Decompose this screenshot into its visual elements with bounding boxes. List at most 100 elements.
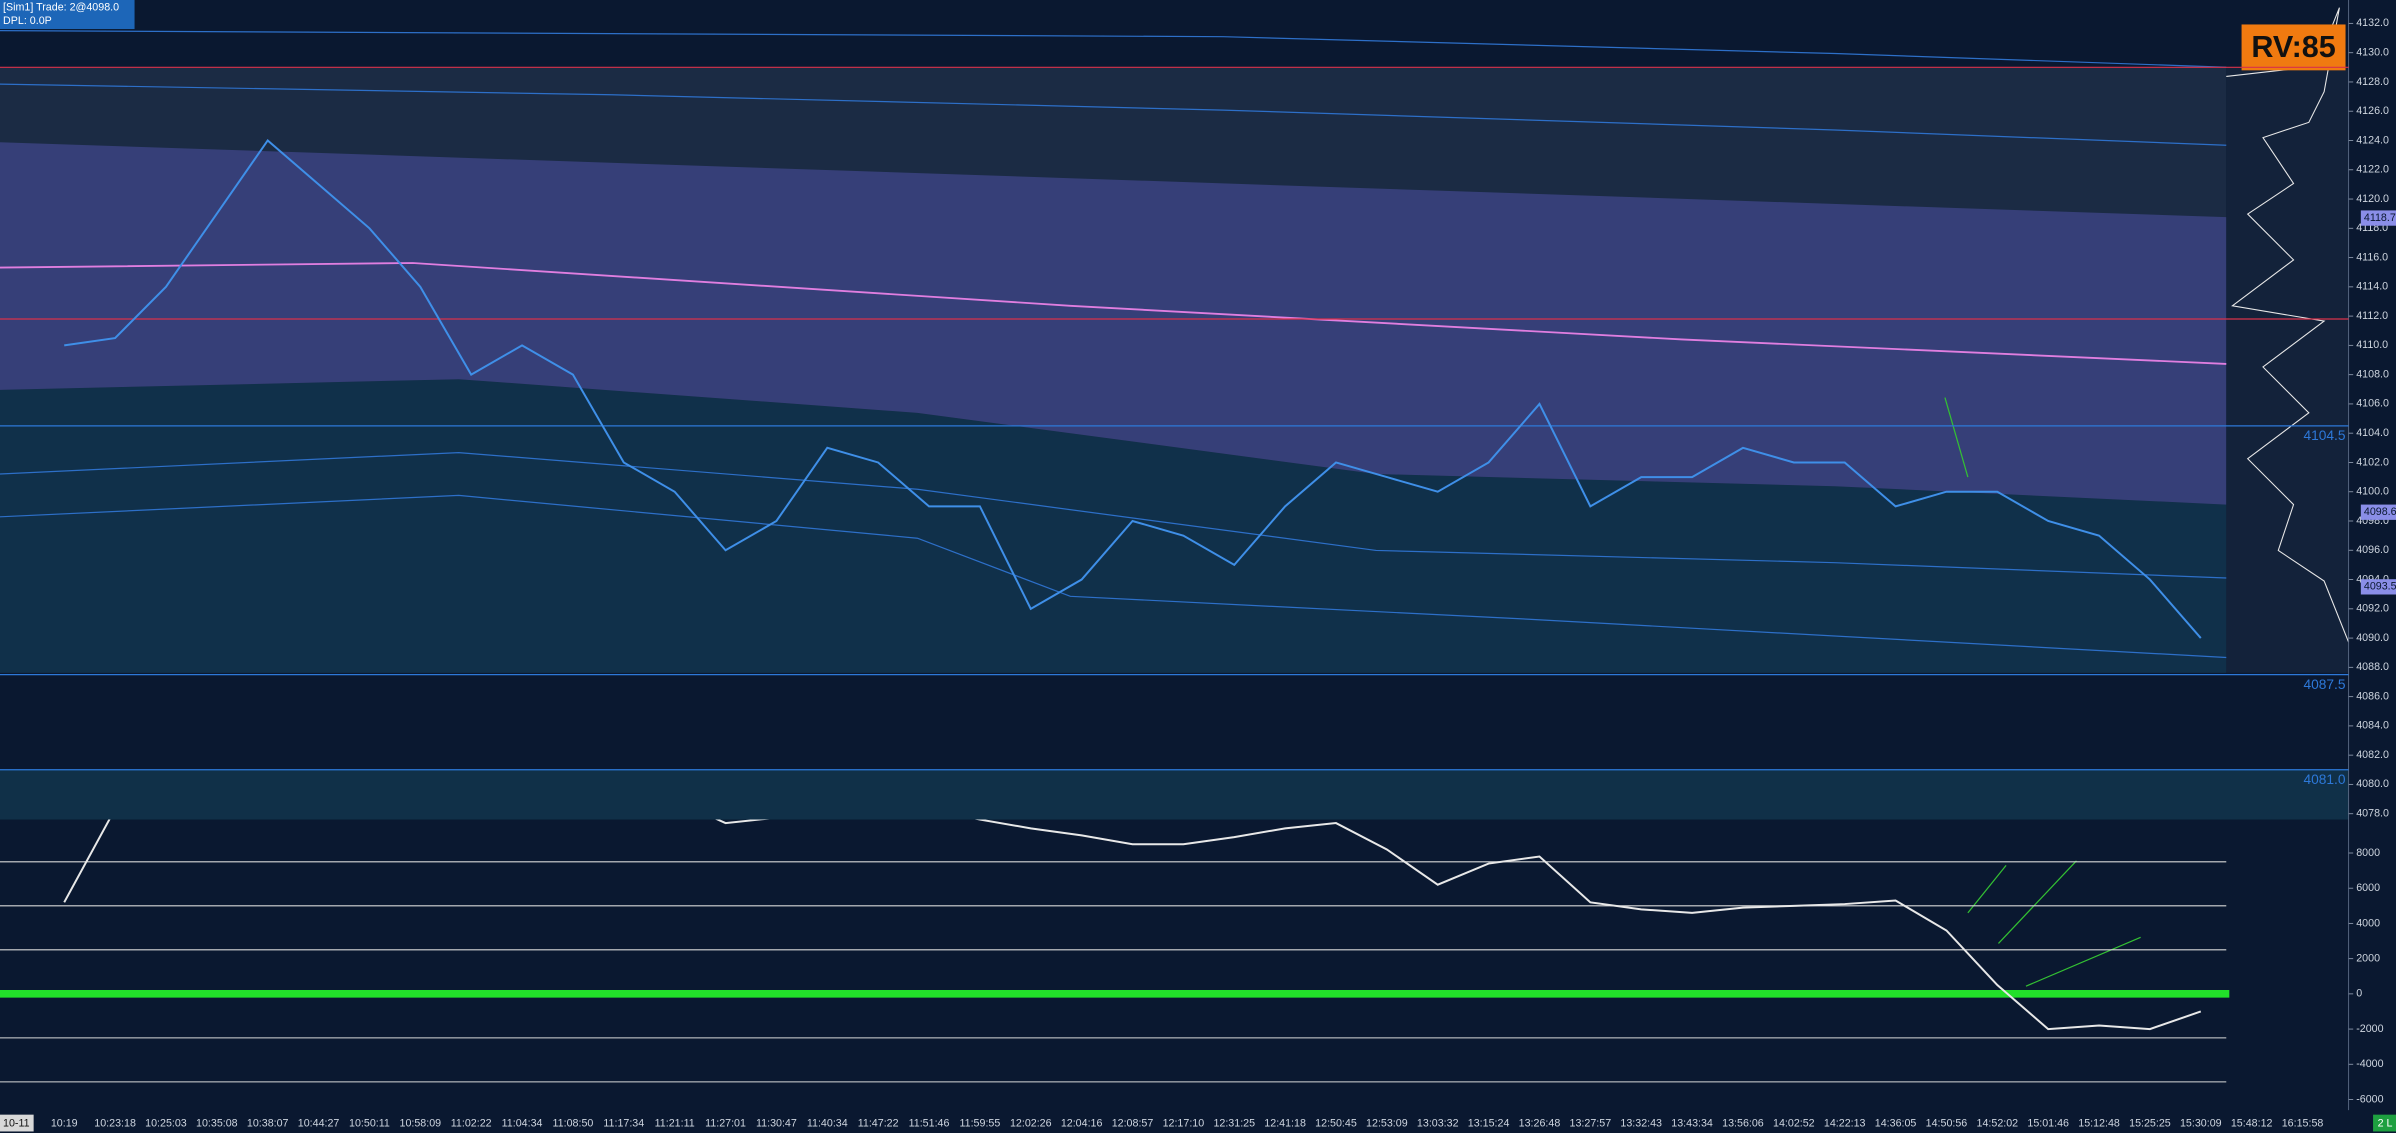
y-tick-label: 4108.0 [2356,368,2389,380]
y-tick-label: 4118.0 [2356,222,2388,234]
header-box [0,0,135,30]
y-tick-label: 4092.0 [2356,603,2389,615]
x-tick-label: 14:52:02 [1977,1118,2019,1130]
x-tick-label: 11:40:34 [807,1118,848,1130]
y-tick-label: 4088.0 [2356,661,2389,673]
x-tick-label: 10:50:11 [349,1118,390,1130]
x-tick-label: 12:41:18 [1264,1118,1306,1130]
series-line [63,819,2202,1031]
y-tick-label: 8000 [2356,847,2380,859]
x-tick-label: 10:38:07 [247,1118,289,1130]
y-tick-label: 4120.0 [2356,193,2389,205]
y-tick-label: 4090.0 [2356,632,2389,644]
band-value-area [0,142,2227,505]
band-lower [0,379,2227,673]
x-tick-label: 14:36:05 [1875,1118,1917,1130]
x-tick-label: 15:12:48 [2078,1118,2120,1130]
level-label: 4087.5 [2303,677,2345,692]
x-tick-label: 15:01:46 [2027,1118,2069,1130]
header-account: [Sim1] Trade: 2@4098.0 [3,1,119,13]
x-tick-label: 12:02:26 [1010,1118,1052,1130]
y-tick-label: 4114.0 [2356,281,2388,293]
x-tick-label: 11:02:22 [451,1118,492,1130]
x-tick-label: 12:17:10 [1163,1118,1205,1130]
x-tick-label: 14:22:13 [1824,1118,1866,1130]
std-line [0,451,2227,579]
y-tick-label: 4128.0 [2356,76,2389,88]
x-tick-label: 13:32:43 [1620,1118,1662,1130]
x-tick-label: 12:04:16 [1061,1118,1103,1130]
y-tick-label: 4078.0 [2356,808,2389,820]
x-tick-label: 13:27:57 [1570,1118,1612,1130]
y-tick-label: 4110.0 [2356,339,2388,351]
x-tick-label: 14:02:52 [1773,1118,1815,1130]
std-line [0,29,2227,68]
price-tag-label: 4098.6 [2364,506,2396,518]
header-dpl: DPL: 0.0P [3,15,52,27]
std-line [0,494,2227,659]
y-tick-label: 2000 [2356,952,2380,964]
x-tick-label: 10:19 [51,1118,78,1130]
status-box [2373,1114,2396,1132]
x-tick-label: 11:30:47 [756,1118,797,1130]
price-tag [2360,504,2396,520]
date-label: 10-11 [3,1118,30,1130]
y-tick-label: 6000 [2356,882,2380,894]
rv-label: RV:85 [2251,30,2335,64]
x-tick-label: 10:25:03 [145,1118,187,1130]
x-tick-label: 13:56:06 [1722,1118,1764,1130]
x-tick-label: 15:25:25 [2129,1118,2171,1130]
y-tick-label: 0 [2356,988,2362,1000]
x-tick-label: 11:51:46 [909,1118,950,1130]
series-line [64,139,2202,639]
level-label: 4104.5 [2303,428,2345,443]
x-tick-label: 11:08:50 [553,1118,594,1130]
y-tick-label: 4122.0 [2356,164,2389,176]
x-tick-label: 10:35:08 [196,1118,238,1130]
y-tick-label: 4124.0 [2356,134,2389,146]
y-tick-label: 4098.0 [2356,515,2389,527]
arrow [1998,860,2077,944]
y-tick-label: 4126.0 [2356,105,2389,117]
y-tick-label: 4112.0 [2356,310,2388,322]
x-tick-label: 12:08:57 [1112,1118,1154,1130]
price-tag [2360,210,2396,226]
x-tick-label: 15:48:12 [2231,1118,2273,1130]
y-tick-label: 4104.0 [2356,427,2389,439]
x-tick-label: 10:23:18 [94,1118,136,1130]
y-tick-label: 4116.0 [2356,251,2388,263]
y-tick-label: -6000 [2356,1093,2383,1105]
y-tick-label: 4130.0 [2356,47,2389,59]
profile-column [2226,67,2349,673]
x-tick-label: 13:43:34 [1671,1118,1713,1130]
x-tick-label: 10:44:27 [298,1118,340,1130]
y-tick-label: 4080.0 [2356,778,2389,790]
x-tick-label: 11:04:34 [502,1118,543,1130]
x-tick-label: 11:47:22 [858,1118,899,1130]
y-tick-label: -4000 [2356,1058,2383,1070]
vwap-line [0,262,2227,365]
x-tick-label: 10:58:09 [400,1118,442,1130]
std-line [0,83,2227,146]
y-tick-label: 4106.0 [2356,398,2389,410]
y-tick-label: -2000 [2356,1023,2383,1035]
date-box [0,1114,34,1132]
arrow [1944,397,1969,478]
x-tick-label: 15:30:09 [2180,1118,2222,1130]
x-tick-label: 11:21:11 [655,1118,695,1130]
y-tick-label: 4100.0 [2356,486,2389,498]
y-tick-label: 4096.0 [2356,544,2389,556]
y-tick-label: 4086.0 [2356,690,2389,702]
y-tick-label: 4082.0 [2356,749,2389,761]
y-tick-label: 4000 [2356,917,2380,929]
x-tick-label: 12:53:09 [1366,1118,1408,1130]
y-tick-label: 4084.0 [2356,720,2389,732]
arrow [1967,865,2007,914]
level-label: 4081.0 [2303,772,2345,787]
x-tick-label: 14:50:56 [1926,1118,1968,1130]
band-bottom [0,769,2349,820]
x-tick-label: 13:26:48 [1519,1118,1561,1130]
x-tick-label: 13:03:32 [1417,1118,1459,1130]
